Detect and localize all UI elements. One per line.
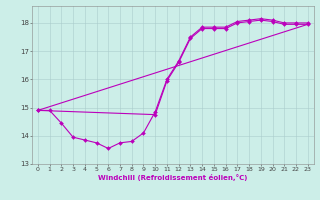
X-axis label: Windchill (Refroidissement éolien,°C): Windchill (Refroidissement éolien,°C) [98, 174, 247, 181]
